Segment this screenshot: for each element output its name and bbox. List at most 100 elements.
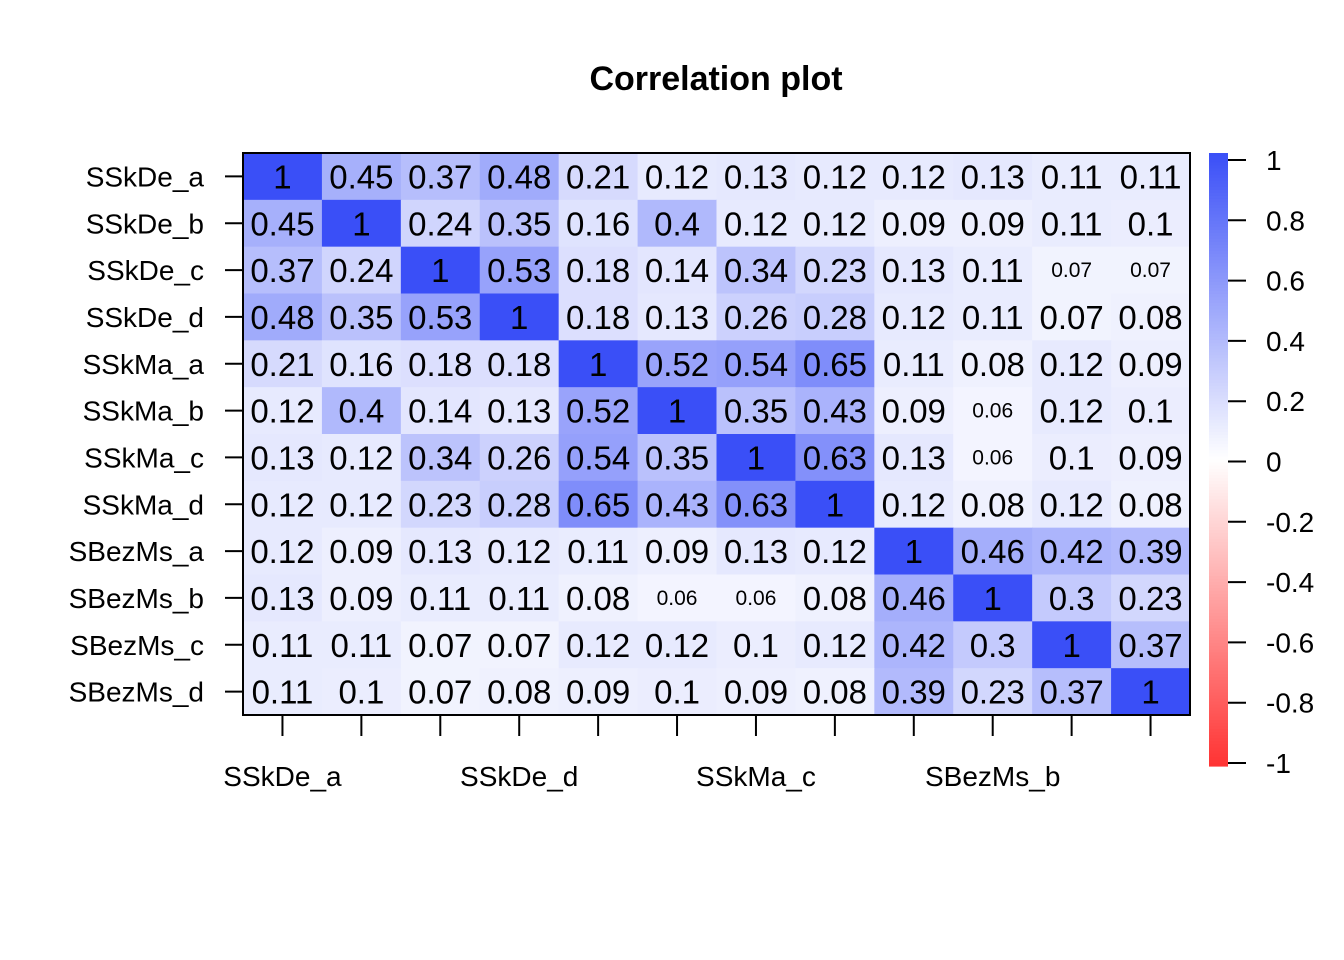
cell-value-label: 0.18 — [566, 252, 630, 289]
cell-value-label: 0.06 — [972, 400, 1013, 423]
heatmap-cell — [243, 527, 323, 576]
chart-title: Correlation plot — [589, 60, 842, 98]
legend-color-band — [1209, 658, 1228, 663]
heatmap-cell — [321, 434, 402, 482]
cell-value-label: 0.12 — [487, 533, 551, 570]
legend-color-band — [1209, 404, 1228, 408]
cell-value-label: 0.12 — [803, 627, 867, 664]
cell-value-label: 0.1 — [1128, 205, 1174, 242]
legend-color-band — [1209, 511, 1228, 516]
cell-value-label: 0.43 — [645, 486, 709, 523]
cell-value-label: 0.28 — [803, 299, 867, 336]
cell-value-label: 0.11 — [567, 533, 629, 570]
cell-value-label: 0.21 — [566, 158, 630, 195]
legend-color-band — [1209, 229, 1228, 234]
heatmap-cell — [1111, 574, 1191, 622]
legend-color-band — [1209, 254, 1228, 258]
legend-color-band — [1209, 272, 1228, 277]
cell-value-label: 0.34 — [724, 252, 788, 289]
legend-color-band — [1209, 300, 1228, 304]
legend-color-band — [1209, 339, 1228, 344]
heatmap-cell — [479, 387, 560, 435]
cell-value-label: 0.12 — [882, 486, 946, 523]
legend-color-band — [1209, 539, 1228, 543]
cell-value-label: 0.08 — [1118, 299, 1182, 336]
cell-value-label: 0.11 — [1041, 205, 1103, 242]
heatmap-cell — [716, 153, 797, 201]
legend-color-band — [1209, 615, 1228, 620]
legend-color-band — [1209, 401, 1228, 405]
cell-value-label: 0.45 — [250, 205, 314, 242]
heatmap-cell — [874, 480, 954, 529]
cell-value-label: 0.09 — [566, 674, 630, 711]
heatmap-cell — [953, 668, 1033, 716]
heatmap-cell — [1111, 246, 1191, 295]
legend-color-band — [1209, 640, 1228, 644]
legend-color-band — [1209, 661, 1228, 666]
heatmap-cell — [953, 621, 1033, 669]
heatmap-cell — [795, 621, 875, 669]
cell-value-label: 0.18 — [566, 299, 630, 336]
heatmap-cell — [558, 434, 639, 482]
cell-value-label: 0.06 — [657, 587, 698, 610]
cell-value-label: 0.12 — [250, 533, 314, 570]
cell-value-label: 0.12 — [1040, 486, 1104, 523]
cell-value-label: 0.16 — [329, 346, 393, 383]
legend-color-band — [1209, 533, 1228, 537]
y-tick-label: SBezMs_d — [69, 677, 204, 708]
cell-value-label: 0.08 — [803, 674, 867, 711]
legend-color-band — [1209, 389, 1228, 393]
legend-color-band — [1209, 735, 1228, 740]
y-tick-label: SSkDe_b — [86, 208, 204, 239]
cell-value-label: 0.12 — [882, 299, 946, 336]
legend-color-band — [1209, 260, 1228, 264]
cell-value-label: 0.35 — [329, 299, 393, 336]
legend-tick-label: 0.2 — [1266, 386, 1305, 417]
cell-value-label: 1 — [510, 299, 528, 336]
heatmap-cell — [716, 668, 797, 716]
heatmap-cell — [953, 246, 1033, 295]
legend-color-band — [1209, 392, 1228, 396]
legend-color-band — [1209, 710, 1228, 715]
legend-color-band — [1209, 759, 1228, 764]
legend-color-band — [1209, 376, 1228, 381]
color-legend: 1 0.8 0.6 0.4 0.2 0 -0.2 -0.4 -0.6 -0.8 -1 — [1209, 145, 1314, 779]
heatmap-cell — [1111, 293, 1191, 341]
legend-color-band — [1209, 732, 1228, 736]
heatmap-cell — [795, 246, 875, 295]
legend-color-band — [1209, 490, 1228, 494]
legend-color-band — [1209, 683, 1228, 687]
legend-color-band — [1209, 208, 1228, 212]
heatmap-cell — [953, 527, 1033, 576]
cell-value-label: 0.12 — [803, 205, 867, 242]
legend-color-band — [1209, 738, 1228, 743]
legend-color-band — [1209, 303, 1228, 307]
cell-value-label: 1 — [668, 393, 686, 430]
legend-tick-label: -0.2 — [1266, 507, 1314, 538]
heatmap-cell — [243, 621, 323, 669]
legend-color-band — [1209, 575, 1228, 580]
legend-color-band — [1209, 677, 1228, 681]
cell-value-label: 0.07 — [408, 674, 472, 711]
heatmap-cell — [716, 340, 797, 388]
heatmap-cell — [1111, 621, 1191, 669]
legend-color-band — [1209, 281, 1228, 286]
heatmap-cell — [1032, 574, 1112, 622]
cell-value-label: 0.12 — [1040, 393, 1104, 430]
legend-color-band — [1209, 459, 1228, 464]
cell-value-label: 0.11 — [883, 346, 945, 383]
heatmap-cell — [400, 387, 481, 435]
heatmap-cell — [321, 293, 402, 341]
cell-value-label: 0.23 — [1118, 580, 1182, 617]
legend-color-band — [1209, 177, 1228, 182]
legend-tick-label: 0.8 — [1266, 205, 1305, 236]
cell-value-label: 0.3 — [1049, 580, 1095, 617]
cell-value-label: 0.12 — [566, 627, 630, 664]
cell-value-label: 0.63 — [803, 439, 867, 476]
legend-color-band — [1209, 707, 1228, 712]
legend-color-band — [1209, 287, 1228, 292]
heatmap-cell — [953, 387, 1033, 435]
y-tick-label: SBezMs_c — [70, 630, 204, 661]
cell-value-label: 0.08 — [803, 580, 867, 617]
